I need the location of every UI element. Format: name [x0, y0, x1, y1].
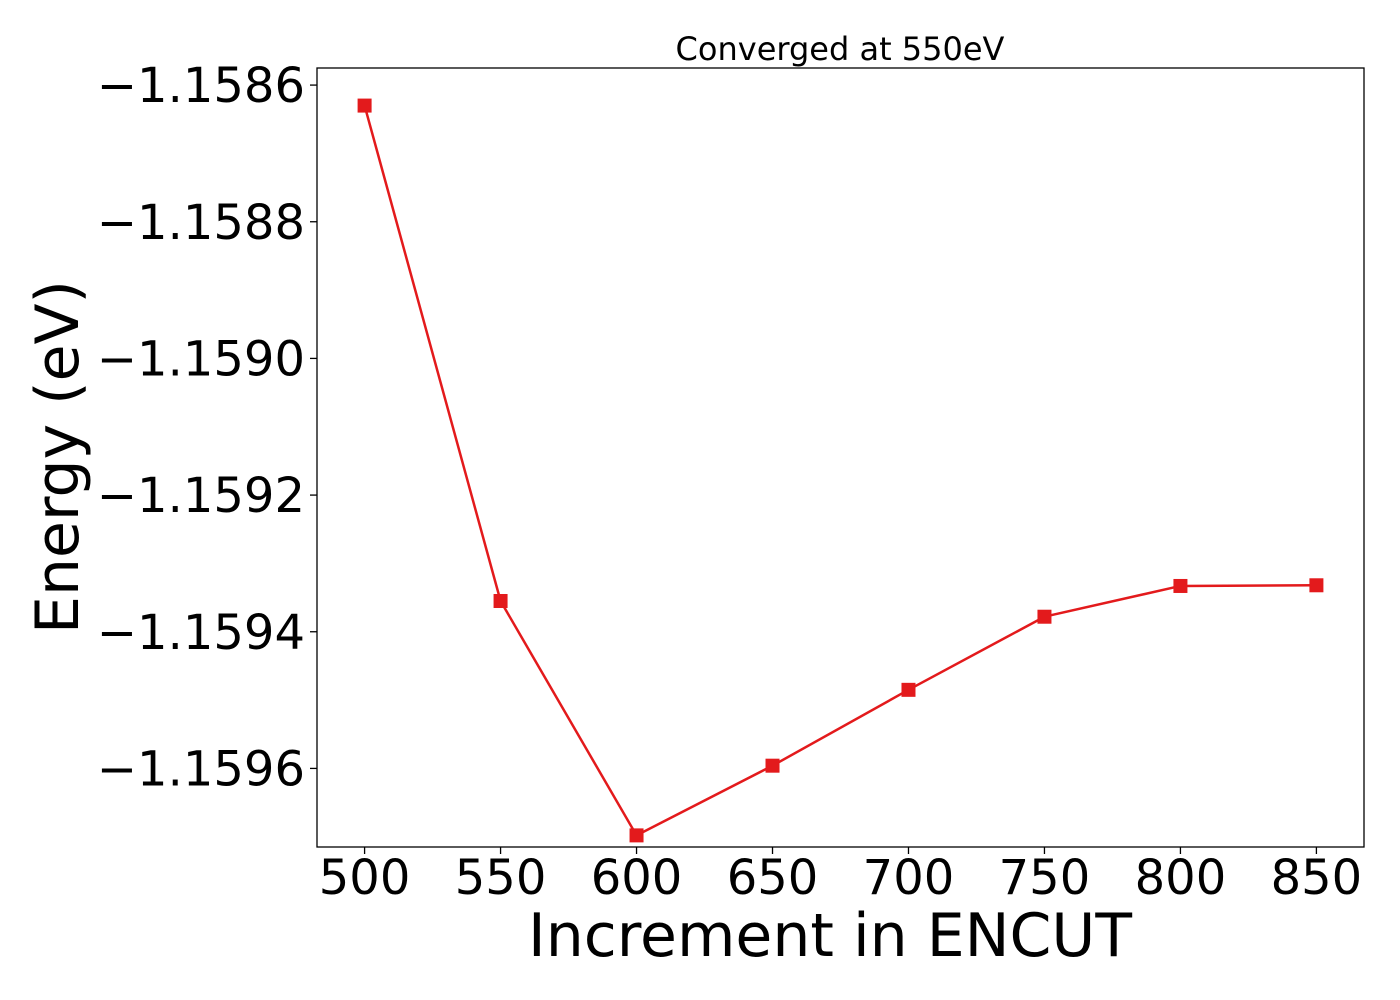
x-tick-label: 700: [863, 850, 955, 906]
chart-title: Converged at 550eV: [676, 30, 1005, 68]
x-tick-label: 800: [1135, 850, 1227, 906]
x-tick-label: 550: [455, 850, 547, 906]
data-point-marker: [1173, 578, 1188, 593]
data-point-marker: [765, 758, 780, 773]
y-tick-label: −1.1594: [97, 605, 305, 661]
data-point-marker: [1309, 578, 1324, 593]
y-tick-label: −1.1592: [97, 468, 305, 524]
x-tick-label: 650: [727, 850, 819, 906]
x-tick-label: 500: [319, 850, 411, 906]
data-point-marker: [493, 594, 508, 608]
x-tick-label: 850: [1271, 850, 1363, 906]
data-point-marker: [357, 98, 372, 113]
y-axis-label: Energy (eV): [23, 280, 93, 634]
y-tick-label: −1.1590: [97, 331, 305, 387]
y-tick-label: −1.1596: [97, 741, 305, 797]
x-axis-label: Increment in ENCUT: [528, 901, 1132, 971]
data-point-marker: [1037, 609, 1052, 624]
x-tick-label: 750: [999, 850, 1091, 906]
x-axis: 500 550 600 650 700 750 800 850: [319, 847, 1362, 906]
series-line: [363, 105, 1317, 837]
y-axis: −1.1586 −1.1588 −1.1590 −1.1592 −1.1594 −1.15…: [97, 58, 317, 797]
y-tick-label: −1.1586: [97, 58, 305, 114]
data-point-marker: [901, 682, 916, 697]
series-group: [357, 98, 1324, 843]
data-point-marker: [629, 828, 644, 843]
x-tick-label: 600: [591, 850, 683, 906]
plot-area-frame: [316, 67, 1365, 848]
y-tick-label: −1.1588: [97, 195, 305, 251]
